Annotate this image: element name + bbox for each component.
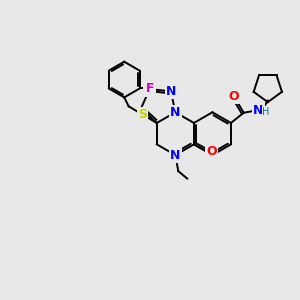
Text: N: N	[253, 103, 263, 117]
Text: N: N	[166, 85, 176, 98]
Text: O: O	[229, 90, 239, 103]
Text: O: O	[206, 145, 217, 158]
Text: N: N	[144, 82, 155, 96]
Text: S: S	[138, 108, 147, 121]
Text: N: N	[170, 106, 181, 119]
Text: F: F	[146, 82, 154, 95]
Text: H: H	[262, 106, 269, 117]
Text: N: N	[170, 148, 181, 162]
